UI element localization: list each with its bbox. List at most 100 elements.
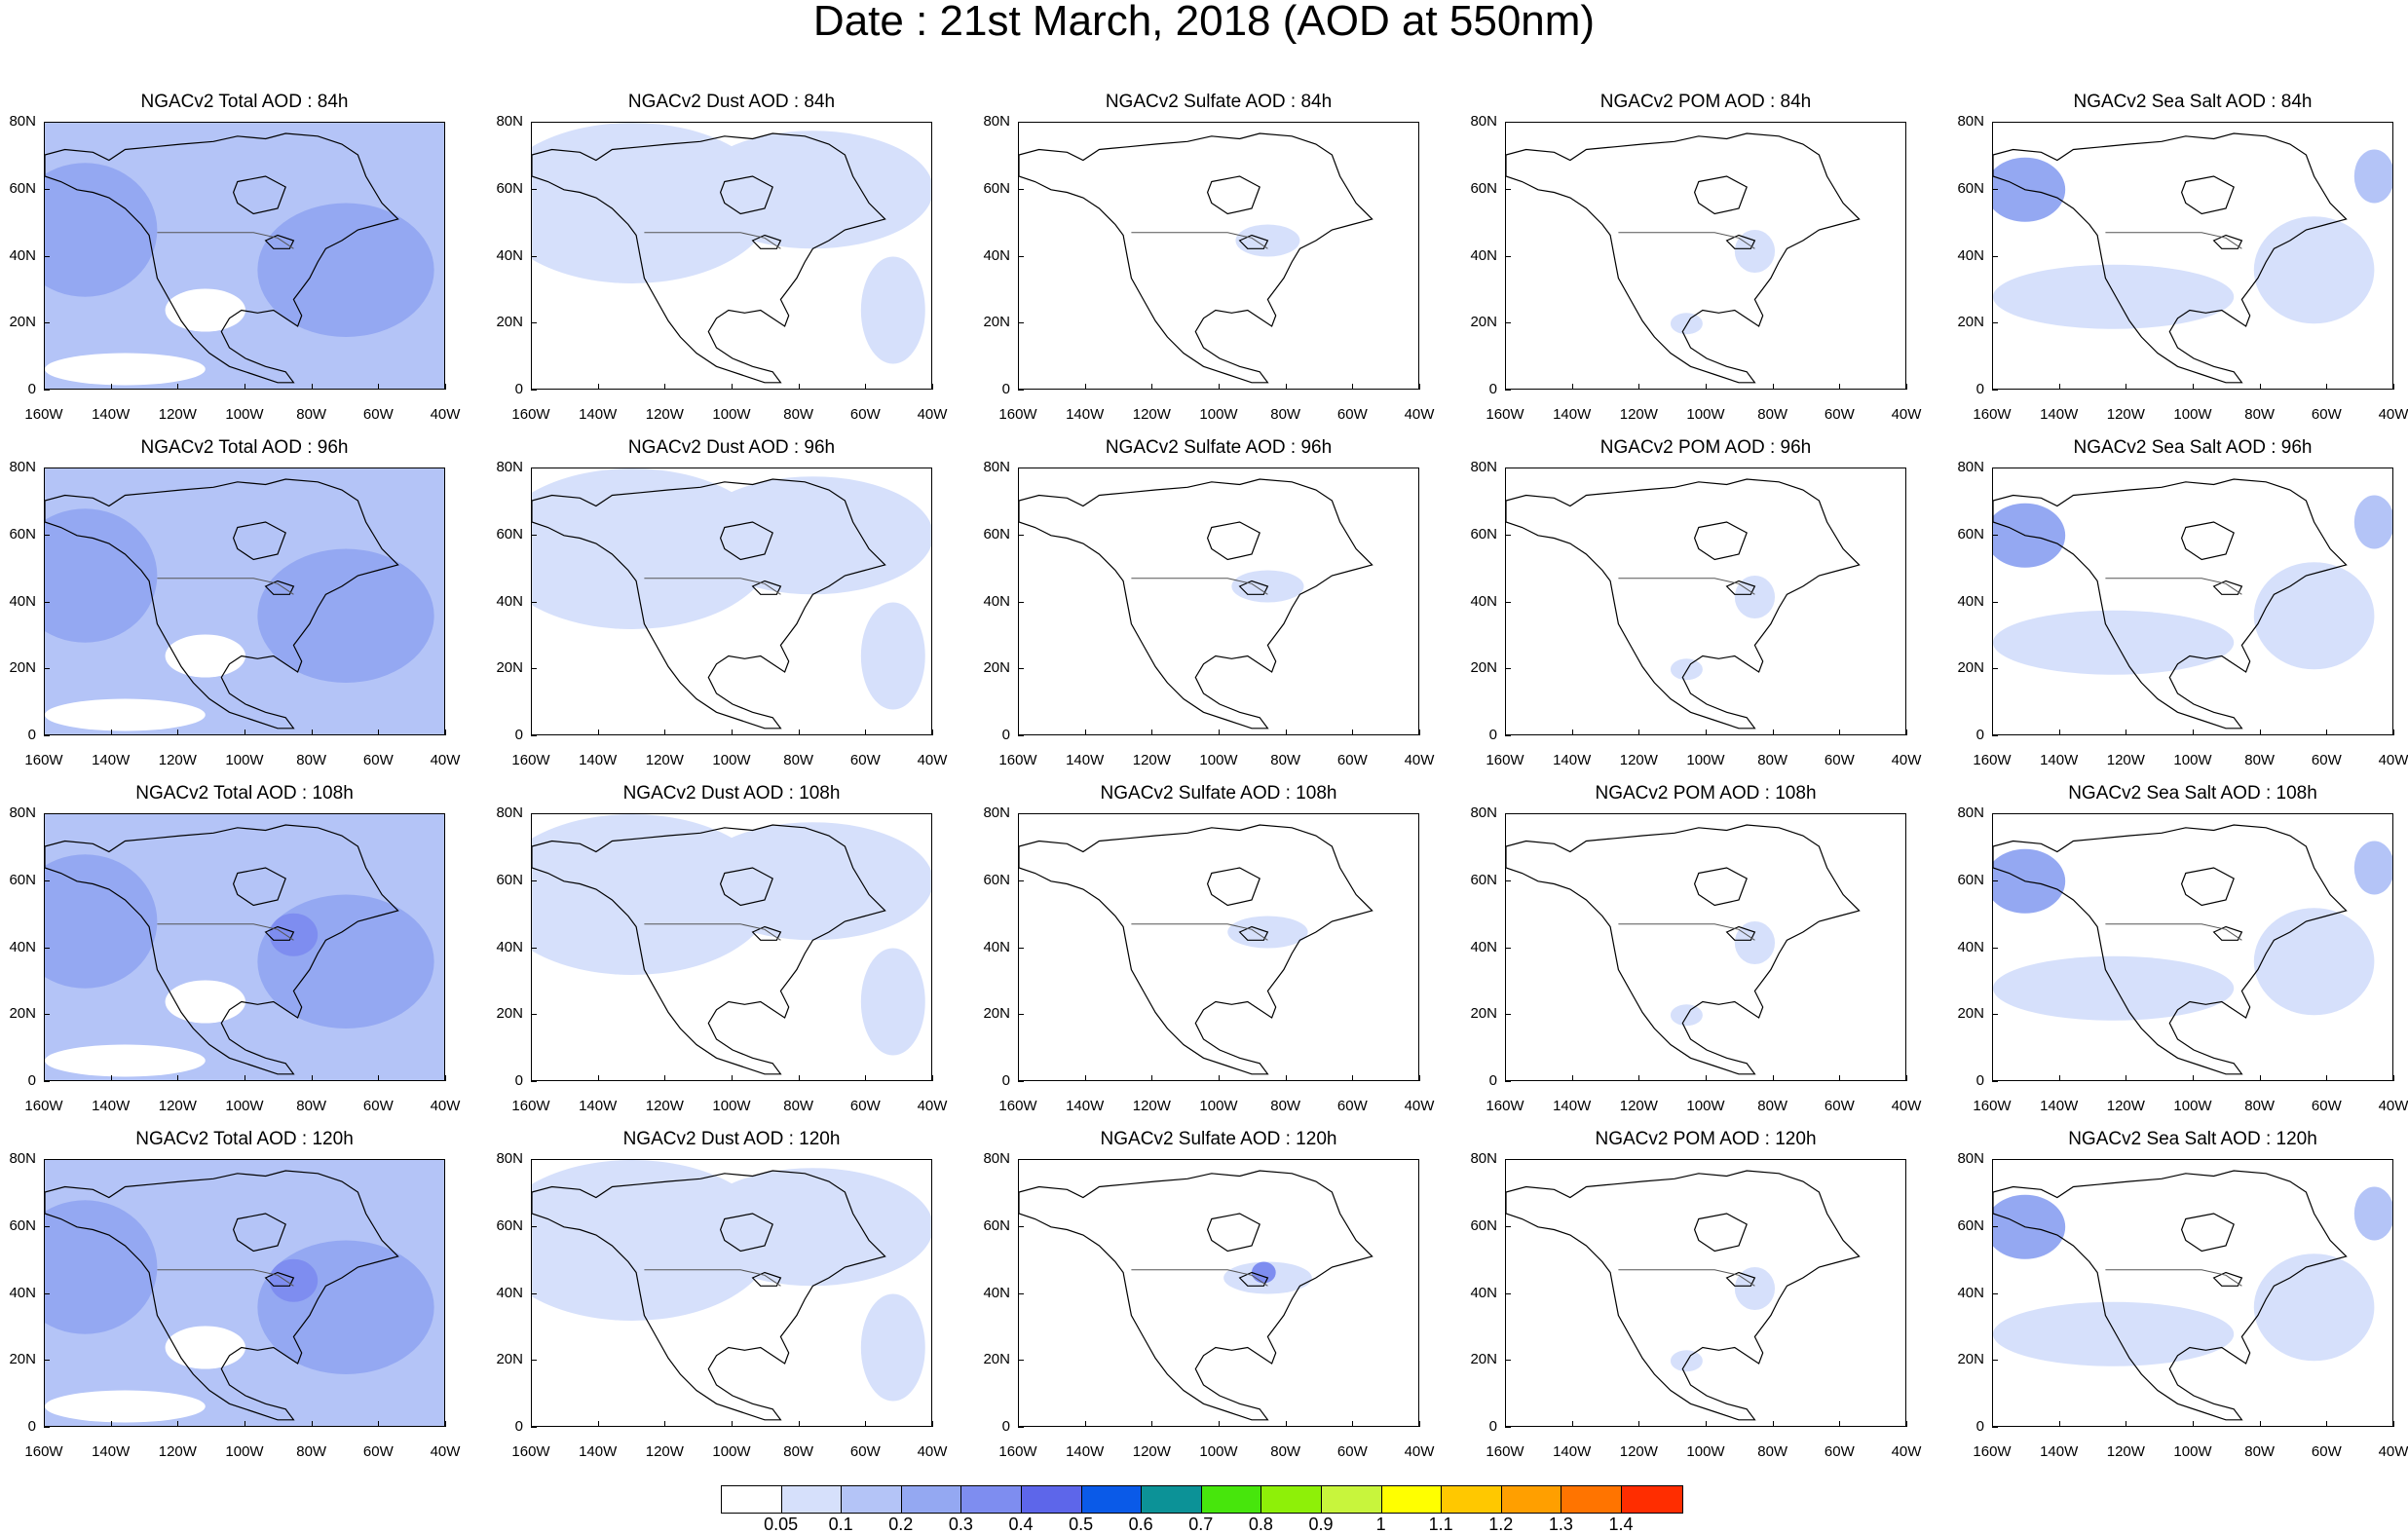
lat-tick-label: 80N xyxy=(9,804,36,821)
lon-tick xyxy=(44,730,45,735)
lat-tick xyxy=(1505,879,1511,881)
lon-tick-label: 160W xyxy=(1486,406,1524,423)
lat-tick-label: 20N xyxy=(9,314,36,331)
coastline xyxy=(532,1170,886,1421)
lat-tick xyxy=(1018,322,1024,324)
lon-tick-label: 100W xyxy=(2173,1098,2212,1114)
lon-tick xyxy=(597,384,599,390)
lon-tick xyxy=(1906,730,1907,735)
lat-tick-label: 0 xyxy=(1488,727,1497,743)
lat-tick-label: 20N xyxy=(983,1351,1010,1368)
lon-tick-label: 100W xyxy=(1686,752,1725,768)
lon-tick-label: 100W xyxy=(1686,1098,1725,1114)
lat-tick-label: 60N xyxy=(496,525,523,543)
aod-field xyxy=(2253,216,2375,324)
lat-tick-label: 80N xyxy=(983,804,1010,821)
aod-map-total xyxy=(44,813,445,1081)
lon-tick-label: 60W xyxy=(1336,1443,1368,1460)
us-canada-border xyxy=(157,1269,294,1287)
lon-tick xyxy=(2259,384,2261,390)
lon-tick-label: 40W xyxy=(2378,1443,2408,1460)
panel-title: NGACv2 Dust AOD : 120h xyxy=(622,1129,841,1149)
lon-tick-label: 40W xyxy=(2378,406,2408,423)
lon-tick-label: 120W xyxy=(2106,1443,2145,1460)
hudson-bay-outline xyxy=(1206,521,1260,561)
aod-clear xyxy=(45,1044,206,1077)
lon-tick xyxy=(1285,730,1287,735)
lat-tick-label: 20N xyxy=(1470,1005,1497,1023)
aod-clear xyxy=(165,980,245,1024)
map-canvas xyxy=(532,468,931,730)
lat-tick xyxy=(1018,879,1024,881)
lat-tick-label: 40N xyxy=(496,938,523,955)
lat-tick-label: 0 xyxy=(27,381,36,397)
lat-tick-label: 40N xyxy=(1957,938,1984,955)
lat-tick-label: 60N xyxy=(1957,179,1984,197)
lon-tick xyxy=(1285,1075,1287,1081)
lat-tick xyxy=(1992,1014,1998,1016)
aod-plume xyxy=(45,1200,158,1334)
aod-plume xyxy=(2353,149,2392,204)
lat-tick xyxy=(1018,1081,1024,1082)
lat-tick xyxy=(1992,1081,1998,1082)
aod-field xyxy=(860,256,925,364)
great-lakes-outline xyxy=(751,1271,782,1287)
aod-map-sulfate xyxy=(1018,468,1419,735)
lon-tick xyxy=(2393,384,2394,390)
coastline xyxy=(1019,1170,1373,1421)
lat-tick xyxy=(1992,668,1998,670)
panel-title: NGACv2 Sea Salt AOD : 96h xyxy=(2073,437,2313,458)
great-lakes-outline xyxy=(1725,1271,1756,1287)
aod-map-total xyxy=(44,122,445,390)
coastline xyxy=(45,824,399,1075)
lon-tick-label: 80W xyxy=(296,1443,327,1460)
aod-map-dust xyxy=(531,122,932,390)
lat-tick-label: 80N xyxy=(496,459,523,475)
map-canvas xyxy=(1993,478,2392,730)
map-canvas xyxy=(1993,824,2392,1075)
lat-tick xyxy=(1018,255,1024,257)
coastline xyxy=(1506,132,1861,384)
aod-field xyxy=(1734,921,1776,964)
lon-tick-label: 140W xyxy=(92,752,131,768)
lon-tick xyxy=(1419,1075,1420,1081)
lon-tick-label: 80W xyxy=(1270,1098,1301,1114)
lat-tick xyxy=(531,1159,537,1160)
lat-tick xyxy=(531,534,537,536)
lon-tick xyxy=(732,1421,733,1427)
aod-field xyxy=(1670,313,1703,335)
lon-tick xyxy=(1151,730,1153,735)
coastline xyxy=(1993,478,2348,730)
aod-field xyxy=(1993,264,2235,329)
aod-map-sulfate xyxy=(1018,813,1419,1081)
lat-tick-label: 40N xyxy=(496,1284,523,1301)
lon-tick-label: 40W xyxy=(2378,1098,2408,1114)
lon-tick-label: 80W xyxy=(1757,1098,1788,1114)
panel-title: NGACv2 Dust AOD : 108h xyxy=(622,783,841,804)
colorbar-swatch xyxy=(1381,1486,1443,1513)
lon-tick-label: 60W xyxy=(2311,1443,2342,1460)
lon-tick-label: 160W xyxy=(998,752,1037,768)
great-lakes-outline xyxy=(751,925,782,941)
lat-tick xyxy=(1505,255,1511,257)
us-canada-border xyxy=(1131,578,1268,595)
lon-tick xyxy=(2393,730,2394,735)
colorbar-label: 0.9 xyxy=(1308,1515,1334,1534)
lon-tick-label: 160W xyxy=(24,752,63,768)
aod-map-pom xyxy=(1505,1159,1906,1427)
lat-tick xyxy=(1992,1225,1998,1227)
lon-tick-label: 100W xyxy=(225,406,264,423)
lat-tick-label: 20N xyxy=(983,1005,1010,1023)
lon-tick xyxy=(1706,384,1707,390)
lon-tick-label: 60W xyxy=(849,1098,881,1114)
great-lakes-outline xyxy=(1238,925,1269,941)
hudson-bay-outline xyxy=(2180,1213,2235,1253)
coastline xyxy=(1993,1170,2348,1421)
panel-title: NGACv2 Sea Salt AOD : 84h xyxy=(2073,92,2313,112)
great-lakes-outline xyxy=(1725,234,1756,249)
lat-tick-label: 80N xyxy=(496,113,523,130)
aod-plume xyxy=(257,548,434,683)
lon-tick-label: 100W xyxy=(2173,406,2212,423)
colorbar-swatch xyxy=(1561,1486,1622,1513)
lon-tick-label: 120W xyxy=(1619,1098,1658,1114)
